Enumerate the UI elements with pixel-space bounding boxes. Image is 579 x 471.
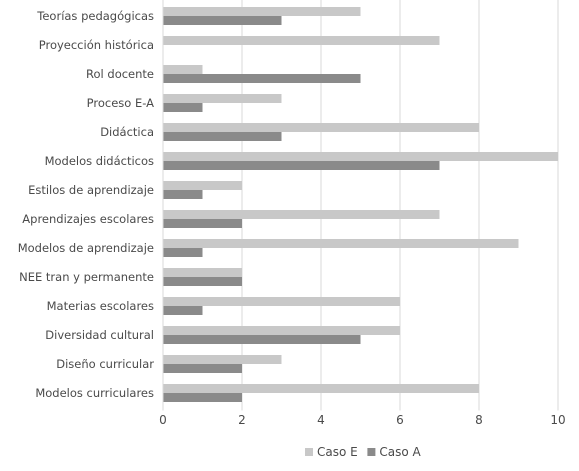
bar-caso-a — [163, 248, 203, 257]
category-label: Teorías pedagógicas — [36, 9, 154, 23]
bar-caso-e — [163, 7, 361, 16]
x-tick-label: 4 — [317, 413, 325, 427]
bar-caso-a — [163, 103, 203, 112]
bar-caso-a — [163, 190, 203, 199]
category-label: Modelos de aprendizaje — [18, 241, 154, 255]
x-tick-label: 2 — [238, 413, 246, 427]
category-label: Diversidad cultural — [45, 328, 154, 342]
bar-caso-a — [163, 161, 440, 170]
category-label: Diseño curricular — [56, 357, 154, 371]
bar-caso-e — [163, 326, 400, 335]
bar-caso-a — [163, 16, 282, 25]
bar-caso-e — [163, 239, 519, 248]
category-label: Materias escolares — [47, 299, 154, 313]
bar-caso-a — [163, 306, 203, 315]
bar-caso-e — [163, 355, 282, 364]
bar-caso-e — [163, 297, 400, 306]
bar-caso-e — [163, 94, 282, 103]
bar-caso-a — [163, 393, 242, 402]
category-label: Proceso E-A — [87, 96, 154, 110]
category-label: NEE tran y permanente — [19, 270, 154, 284]
legend-swatch — [305, 448, 313, 456]
bar-caso-a — [163, 364, 242, 373]
bar-caso-e — [163, 152, 558, 161]
x-tick-label: 0 — [159, 413, 167, 427]
legend-label: Caso A — [379, 445, 421, 459]
x-tick-label: 10 — [550, 413, 565, 427]
bar-caso-e — [163, 123, 479, 132]
category-label: Modelos didácticos — [45, 154, 154, 168]
bar-caso-e — [163, 65, 203, 74]
bar-caso-a — [163, 74, 361, 83]
bar-caso-e — [163, 181, 242, 190]
bar-caso-e — [163, 210, 440, 219]
legend-swatch — [367, 448, 376, 456]
bar-caso-a — [163, 277, 242, 286]
x-tick-label: 6 — [396, 413, 404, 427]
bar-caso-e — [163, 384, 479, 393]
bar-caso-e — [163, 36, 440, 45]
category-label: Rol docente — [86, 67, 154, 81]
bar-caso-a — [163, 335, 361, 344]
category-label: Estilos de aprendizaje — [28, 183, 154, 197]
bar-caso-a — [163, 132, 282, 141]
bar-caso-e — [163, 268, 242, 277]
category-label: Didáctica — [100, 125, 154, 139]
category-label: Modelos curriculares — [35, 386, 154, 400]
legend-label: Caso E — [317, 445, 358, 459]
category-label: Aprendizajes escolares — [22, 212, 154, 226]
bar-caso-a — [163, 219, 242, 228]
category-label: Proyección histórica — [39, 38, 154, 52]
x-tick-label: 8 — [475, 413, 483, 427]
